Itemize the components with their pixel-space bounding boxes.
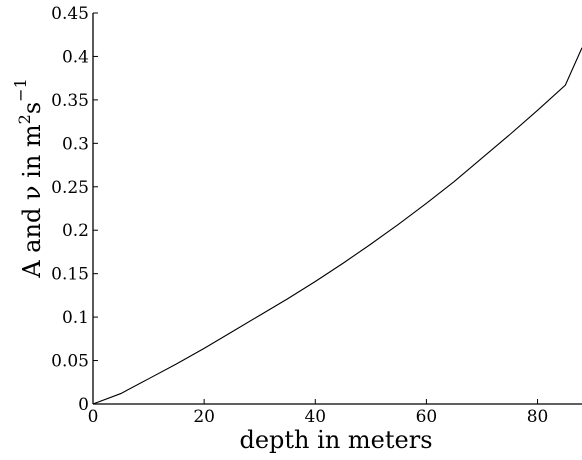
y-axis-title-sup1: 2 <box>15 114 34 124</box>
y-tick-label: 0.1 <box>62 308 89 328</box>
y-axis-title-sup2: −1 <box>11 78 30 102</box>
y-axis-ticks: 0 0.05 0.1 0.15 0.2 0.25 0.3 0.35 0.4 0.45 <box>51 4 98 415</box>
y-tick-label: 0.3 <box>62 134 89 154</box>
y-tick-label: 0.2 <box>62 221 89 241</box>
x-tick-label: 20 <box>193 407 215 427</box>
x-tick-label: 60 <box>416 407 438 427</box>
series-group <box>92 47 582 405</box>
y-tick-label: 0.4 <box>62 47 89 67</box>
y-tick-label: 0.15 <box>51 265 89 285</box>
plot-frame <box>92 13 582 405</box>
y-axis-title-mid: s <box>18 102 46 114</box>
x-tick-label: 80 <box>527 407 549 427</box>
y-axis-title-base: A and ν in m <box>18 124 46 279</box>
y-tick-label: 0.25 <box>51 178 89 198</box>
x-axis-ticks: 0 20 40 60 80 <box>88 399 549 427</box>
y-tick-label: 0.05 <box>51 352 89 372</box>
y-tick-label: 0.35 <box>51 91 89 111</box>
y-axis-title: A and ν in m2s−1 <box>11 78 46 279</box>
y-tick-label: 0.45 <box>51 4 89 24</box>
x-axis-title: depth in meters <box>239 426 432 454</box>
y-tick-label: 0 <box>78 395 89 415</box>
series-line-1 <box>92 47 582 405</box>
x-tick-label: 40 <box>304 407 326 427</box>
x-tick-label: 0 <box>88 407 99 427</box>
